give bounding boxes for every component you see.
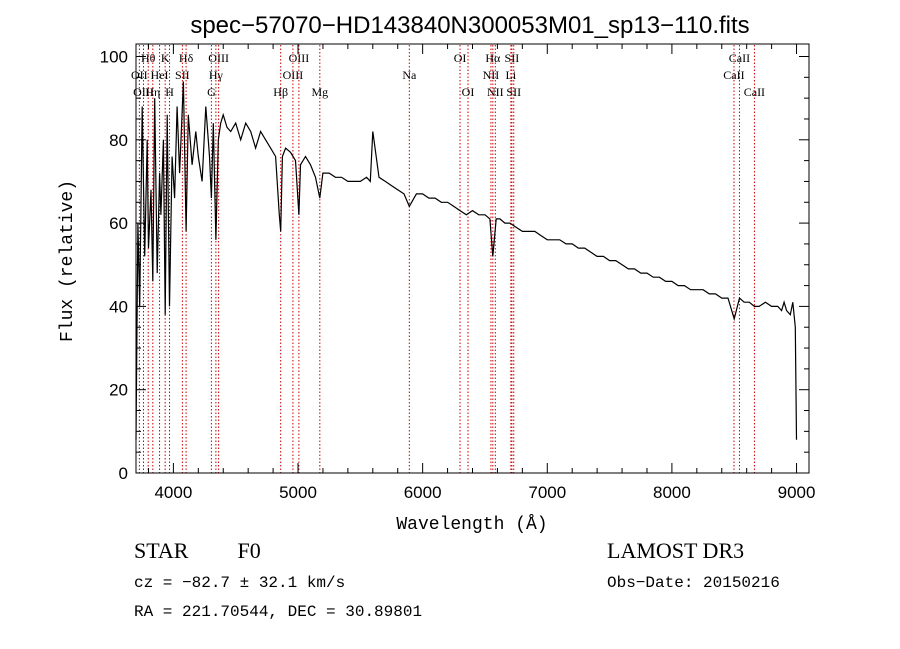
spectral-line-labels: OIIOIIIHθHηHeIKHSIIHδGHγOIIIHβOIIIOIIIMg…	[131, 51, 765, 99]
spectral-line-label: OI	[454, 51, 467, 65]
spectral-line-label: Hδ	[179, 51, 194, 65]
x-axis: 4000 5000 6000 7000 8000 9000	[147, 44, 816, 502]
spectral-line-label: OII	[131, 68, 148, 82]
y-tick-label: 0	[119, 464, 128, 483]
spectral-line-label: Hα	[485, 51, 501, 65]
spectral-line-label: CaII	[723, 68, 744, 82]
spectral-line-label: CaII	[744, 85, 765, 99]
spectral-line-label: OIII	[208, 51, 229, 65]
spectral-line-label: SII	[506, 85, 521, 99]
y-tick-label: 80	[109, 131, 128, 150]
x-tick-label: 8000	[653, 483, 691, 502]
spectral-line-label: HeI	[151, 68, 169, 82]
x-tick-label: 7000	[528, 483, 566, 502]
chart-title: spec−57070−HD143840N300053M01_sp13−110.f…	[190, 12, 749, 39]
y-axis: 0 20 40 60 80 100	[100, 47, 809, 483]
spectral-line-label: Li	[506, 68, 517, 82]
spectral-line-label: OIII	[133, 85, 154, 99]
spectral-line-label: Hθ	[141, 51, 156, 65]
spectral-line-label: NII	[487, 85, 504, 99]
y-axis-label: Flux (relative)	[58, 180, 78, 342]
spectral-line-label: Mg	[311, 85, 328, 99]
x-axis-label: Wavelength (Å)	[396, 514, 547, 535]
spectral-line-label: K	[161, 51, 170, 65]
spectral-line-label: Hβ	[273, 85, 288, 99]
object-class: STAR	[134, 538, 189, 563]
spectral-line-label: SII	[505, 51, 520, 65]
spectral-line-label: CaII	[729, 51, 750, 65]
survey-name: LAMOST DR3	[607, 538, 745, 563]
redshift-cz: cz = −82.7 ± 32.1 km/s	[134, 574, 346, 592]
x-tick-label: 6000	[404, 483, 442, 502]
y-tick-label: 60	[109, 214, 128, 233]
observation-date: Obs−Date: 20150216	[607, 574, 780, 592]
x-tick-label: 4000	[154, 483, 192, 502]
object-class-row: STAR F0	[134, 538, 261, 564]
spectral-line-label: Na	[402, 68, 417, 82]
spectral-line-label: G	[207, 85, 216, 99]
spectral-line-label: OIII	[289, 51, 310, 65]
x-tick-label: 5000	[279, 483, 317, 502]
spectral-line-label: Hη	[145, 85, 160, 99]
y-tick-label: 100	[100, 47, 128, 66]
spectral-line-label: H	[165, 85, 174, 99]
coordinates-ra-dec: RA = 221.70544, DEC = 30.89801	[134, 603, 423, 621]
spectrum-line	[135, 81, 798, 440]
spectral-line-label: NII	[483, 68, 500, 82]
spectral-line-markers	[138, 45, 755, 473]
spectral-line-label: SII	[175, 68, 190, 82]
spectral-line-label: Hγ	[209, 68, 224, 82]
spectral-line-label: OIII	[283, 68, 304, 82]
y-tick-label: 20	[109, 381, 128, 400]
spectral-line-label: OI	[462, 85, 475, 99]
spectral-subclass: F0	[237, 538, 261, 563]
x-tick-label: 9000	[778, 483, 816, 502]
y-tick-label: 40	[109, 297, 128, 316]
